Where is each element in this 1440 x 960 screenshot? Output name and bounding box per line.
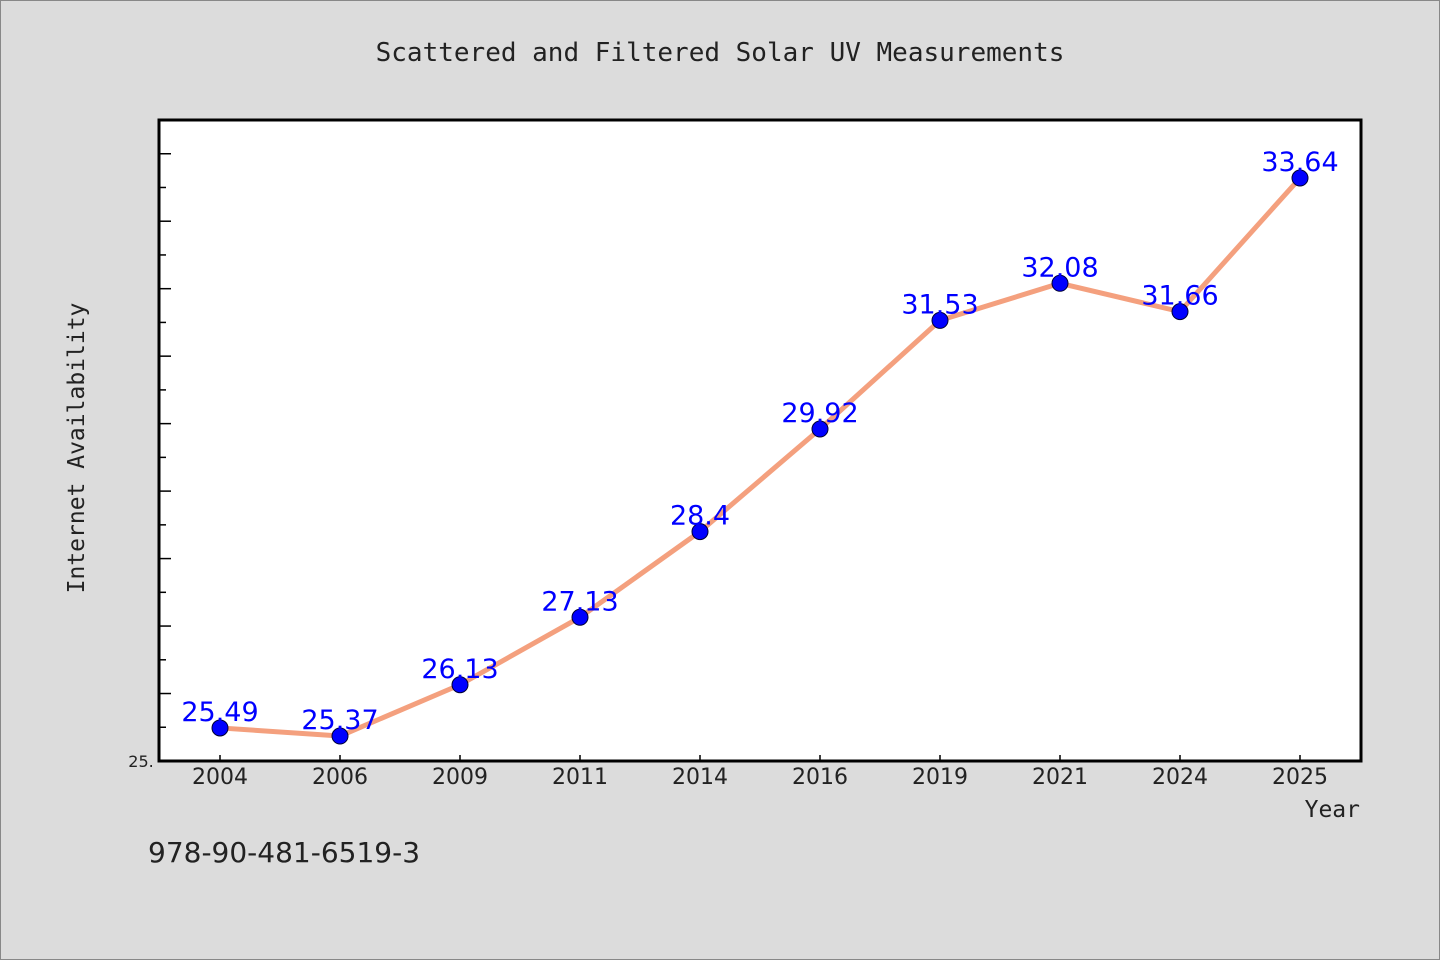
y-tick-label: 25. bbox=[128, 752, 153, 771]
x-axis-label: Year bbox=[1305, 797, 1360, 823]
x-tick-label: 2021 bbox=[1032, 765, 1088, 790]
series-line bbox=[217, 175, 1303, 739]
data-point-marker bbox=[451, 676, 469, 694]
x-tick-label: 2019 bbox=[912, 765, 968, 790]
data-point-marker bbox=[691, 523, 709, 541]
data-point-label: 25.49 bbox=[181, 697, 258, 728]
data-point-marker bbox=[811, 420, 829, 438]
data-point-label: 25.37 bbox=[301, 705, 378, 736]
x-axis-ticks bbox=[219, 755, 1301, 761]
data-point-marker bbox=[331, 727, 349, 745]
data-point-labels: 25.49 25.37 26.13 27.13 28.4 29.92 31.53 32.08 3… bbox=[181, 147, 1338, 736]
x-tick-label: 2006 bbox=[312, 765, 368, 790]
data-point-marker bbox=[1291, 169, 1309, 187]
data-point-label: 27.13 bbox=[541, 586, 618, 617]
data-point-markers bbox=[211, 169, 1309, 745]
x-tick-label: 2024 bbox=[1152, 765, 1208, 790]
y-axis-ticks bbox=[159, 152, 171, 729]
data-point-label: 31.53 bbox=[901, 289, 978, 320]
data-point-label: 28.4 bbox=[670, 501, 730, 532]
data-point-marker bbox=[1051, 274, 1069, 292]
data-point-marker bbox=[1171, 303, 1189, 321]
x-tick-label: 2025 bbox=[1272, 765, 1328, 790]
data-point-marker bbox=[931, 311, 949, 329]
x-tick-label: 2011 bbox=[552, 765, 608, 790]
plot-area bbox=[157, 118, 1363, 763]
x-tick-label: 2014 bbox=[672, 765, 728, 790]
isbn-text: 978-90-481-6519-3 bbox=[148, 836, 420, 869]
x-axis-tick-labels: 2004 2006 2009 2011 2014 2016 2019 2021 2024 2025 bbox=[192, 765, 1328, 790]
data-point-marker bbox=[571, 608, 589, 626]
data-point-label: 32.08 bbox=[1021, 252, 1098, 283]
data-point-label: 29.92 bbox=[781, 398, 858, 429]
data-point-marker bbox=[211, 719, 229, 737]
data-point-label: 31.66 bbox=[1141, 281, 1218, 312]
data-point-label: 26.13 bbox=[421, 654, 498, 685]
y-axis-label: Internet Availability bbox=[64, 303, 90, 594]
x-tick-label: 2004 bbox=[192, 765, 248, 790]
x-tick-label: 2016 bbox=[792, 765, 848, 790]
data-point-label: 33.64 bbox=[1261, 147, 1338, 178]
chart-title: Scattered and Filtered Solar UV Measurem… bbox=[376, 38, 1065, 68]
x-tick-label: 2009 bbox=[432, 765, 488, 790]
